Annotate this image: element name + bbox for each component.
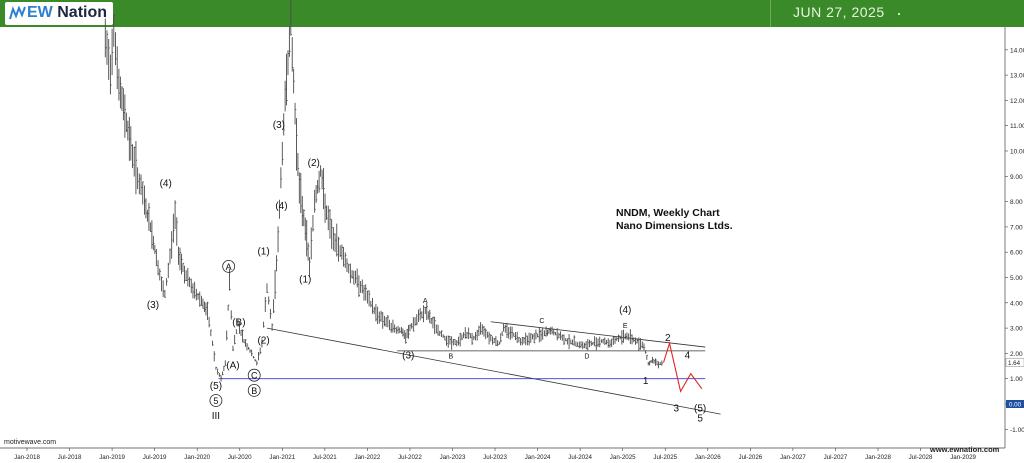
wave-label: 3	[674, 404, 680, 415]
y-tick-label: 13.00	[1010, 73, 1024, 80]
wave-label: 1	[643, 376, 649, 387]
x-tick-label: Jan-2022	[354, 454, 380, 461]
wave-label: (1)	[257, 247, 269, 258]
x-tick-label: Jul-2021	[313, 454, 337, 461]
y-tick-label: 1.00	[1010, 376, 1023, 383]
x-tick-label: Jul-2024	[568, 454, 592, 461]
y-tick-label: 3.00	[1010, 326, 1023, 333]
x-tick-label: Jul-2020	[228, 454, 252, 461]
x-tick-label: Jan-2018	[14, 454, 40, 461]
wave-label: A	[226, 262, 232, 272]
zero-price-tag	[1006, 400, 1024, 408]
x-tick-label: Jul-2019	[143, 454, 167, 461]
wave-label: B	[448, 353, 453, 360]
footer-credit: motivewave.com	[4, 439, 57, 446]
wave-label: (4)	[160, 178, 172, 189]
y-tick-label: 5.00	[1010, 275, 1023, 282]
y-tick-label: 7.00	[1010, 224, 1023, 231]
y-tick-label: 12.00	[1010, 98, 1024, 105]
y-tick-label: 2.00	[1010, 351, 1023, 358]
header-bar: EW Nation JUN 27, 2025	[0, 0, 1024, 27]
wave-label: (4)	[275, 201, 287, 212]
header-date: JUN 27, 2025	[793, 4, 885, 20]
last-price-tag	[1005, 358, 1024, 367]
zero-price-text: 0.00	[1009, 402, 1022, 409]
ewnation-logo[interactable]: EW Nation	[5, 2, 113, 25]
chart-title: NNDM, Weekly Chart	[616, 207, 720, 219]
x-tick-label: Jan-2024	[525, 454, 551, 461]
x-tick-label: Jan-2026	[695, 454, 721, 461]
wave-label: (3)	[402, 350, 414, 361]
wave-label: III	[212, 411, 220, 422]
wave-label: 2	[665, 333, 671, 344]
last-price-text: 1.64	[1008, 360, 1021, 367]
wedge-lower-line	[266, 327, 721, 415]
x-tick-label: Jan-2025	[610, 454, 636, 461]
y-tick-label: 8.00	[1010, 199, 1023, 206]
x-tick-label: Jan-2028	[865, 454, 891, 461]
wave-label: (5)	[210, 381, 222, 392]
wave-label-circle	[247, 368, 261, 382]
y-tick-label: 9.00	[1010, 174, 1023, 181]
wave-label: E	[623, 323, 628, 330]
x-tick-label: Jan-2019	[99, 454, 125, 461]
y-tick-label: 11.00	[1010, 123, 1024, 130]
y-tick-label: -1.00	[1010, 427, 1024, 434]
x-tick-label: Jul-2026	[738, 454, 762, 461]
chart-subtitle: Nano Dimensions Ltds.	[616, 220, 733, 232]
wave-label: (A)	[226, 361, 239, 372]
wave-label-circle	[222, 260, 236, 273]
x-tick-label: Jan-2029	[950, 454, 976, 461]
wave-label-circle	[209, 394, 223, 407]
x-tick-label: Jan-2020	[184, 454, 210, 461]
y-tick-label: 6.00	[1010, 250, 1023, 257]
x-tick-label: Jan-2021	[269, 454, 295, 461]
x-tick-label: Jul-2025	[653, 454, 677, 461]
wave-label: 4	[685, 350, 691, 361]
wave-label: 5	[213, 396, 218, 406]
x-tick-label: Jul-2027	[824, 454, 848, 461]
wave-label: (5)	[694, 404, 706, 415]
header-dot	[898, 13, 900, 15]
footer-site[interactable]: www.ewnation.com	[930, 445, 1000, 454]
wave-label: C	[251, 371, 258, 381]
projection-path	[663, 341, 703, 393]
wave-label: (B)	[232, 318, 245, 329]
y-tick-label: 14.00	[1010, 47, 1024, 54]
wave-label: (3)	[273, 120, 285, 131]
x-tick-label: Jul-2023	[483, 454, 507, 461]
wave-label: D	[584, 353, 589, 360]
wave-label-circle	[247, 383, 261, 397]
wave-label: A	[423, 298, 428, 305]
x-tick-label: Jan-2023	[440, 454, 466, 461]
x-tick-label: Jul-2018	[58, 454, 82, 461]
wave-label: 5	[697, 414, 703, 425]
x-tick-label: Jul-2022	[398, 454, 422, 461]
wave-label: C	[539, 318, 544, 325]
logo-text: EW Nation	[27, 4, 108, 21]
wave-label: (3)	[147, 300, 159, 311]
wave-label: (2)	[257, 335, 269, 346]
wave-label: (2)	[308, 158, 320, 169]
x-tick-label: Jan-2027	[780, 454, 806, 461]
wave-label: (1)	[299, 275, 311, 286]
y-tick-label: 4.00	[1010, 300, 1023, 307]
x-tick-label: Jul-2028	[909, 454, 933, 461]
wave-label: B	[251, 386, 257, 396]
y-tick-label: 10.00	[1010, 149, 1024, 156]
wave-label: (4)	[619, 305, 631, 316]
header-divider	[770, 0, 771, 27]
logo-wave-icon	[9, 6, 26, 20]
